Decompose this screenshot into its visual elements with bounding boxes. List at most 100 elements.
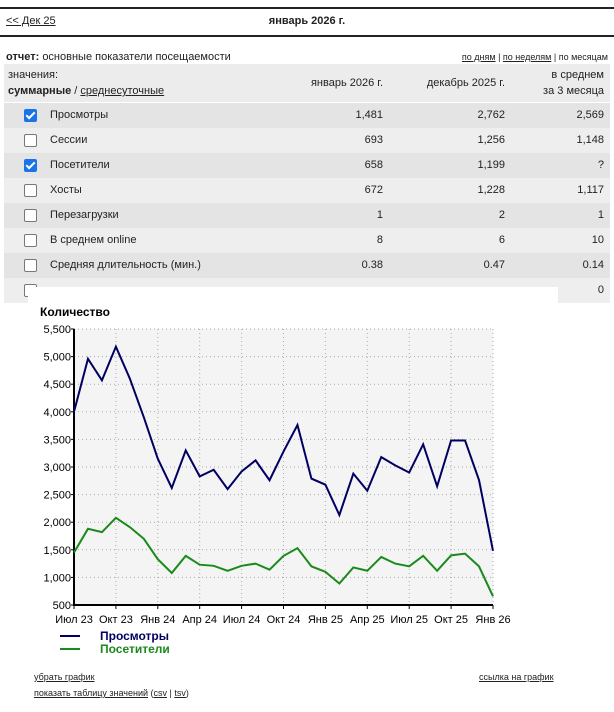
value-avg: 0.14 bbox=[582, 259, 604, 271]
value-jan: 1 bbox=[376, 209, 383, 221]
value-dec: 1,228 bbox=[477, 184, 505, 196]
table-row: Хосты 672 1,228 1,117 bbox=[4, 178, 610, 203]
x-tick-label: Янв 24 bbox=[140, 614, 175, 626]
y-tick-label: 500 bbox=[53, 600, 71, 612]
metric-label: В среднем online bbox=[50, 234, 137, 246]
value-avg: 2,569 bbox=[576, 109, 604, 121]
legend-label: Посетители bbox=[100, 642, 170, 656]
metric-label: Хосты bbox=[50, 184, 82, 196]
x-tick-label: Окт 24 bbox=[267, 614, 301, 626]
y-tick-label: 4,000 bbox=[43, 407, 71, 419]
metric-checkbox[interactable] bbox=[24, 259, 37, 272]
x-tick-label: Янв 26 bbox=[475, 614, 510, 626]
value-avg: ? bbox=[597, 159, 604, 171]
col-jan-2026: январь 2026 г. bbox=[310, 77, 383, 89]
mode-total: суммарные bbox=[8, 85, 72, 97]
x-tick-label: Апр 25 bbox=[350, 614, 385, 626]
value-jan: 1,481 bbox=[355, 109, 383, 121]
y-tick-label: 5,500 bbox=[43, 324, 71, 336]
report-label: отчет: bbox=[6, 51, 40, 63]
period-links: по дням | по неделям | по месяцам bbox=[461, 52, 608, 62]
value-jan: 672 bbox=[364, 184, 383, 196]
metrics-table: Просмотры 1,481 2,762 2,569 Сессии 693 1… bbox=[4, 103, 610, 303]
table-row: Просмотры 1,481 2,762 2,569 bbox=[4, 103, 610, 128]
table-row: Средняя длительность (мин.) 0.38 0.47 0.… bbox=[4, 253, 610, 278]
value-dec: 2,762 bbox=[477, 109, 505, 121]
metric-checkbox[interactable] bbox=[24, 209, 37, 222]
value-dec: 1,199 bbox=[477, 159, 505, 171]
value-dec: 2 bbox=[498, 209, 505, 221]
x-tick-label: Янв 25 bbox=[308, 614, 343, 626]
report-title: отчет: основные показатели посещаемости bbox=[6, 51, 231, 63]
y-tick-label: 4,500 bbox=[43, 379, 71, 391]
value-avg: 1,117 bbox=[577, 184, 604, 196]
divider bbox=[0, 35, 614, 37]
values-label: значения: bbox=[8, 69, 59, 81]
legend-label: Просмотры bbox=[100, 629, 169, 643]
current-month: январь 2026 г. bbox=[268, 15, 346, 27]
y-tick-label: 1,500 bbox=[43, 545, 71, 557]
value-dec: 0.47 bbox=[483, 259, 505, 271]
y-tick-label: 2,000 bbox=[43, 517, 71, 529]
table-row: В среднем online 8 6 10 bbox=[4, 228, 610, 253]
x-tick-label: Июл 24 bbox=[223, 614, 261, 626]
metric-label: Посетители bbox=[50, 159, 110, 171]
col-avg-3m: в среднем за 3 месяца bbox=[543, 67, 604, 99]
csv-link[interactable]: csv bbox=[153, 688, 168, 698]
period-weeks-link[interactable]: по неделям bbox=[502, 52, 552, 62]
col-avg-line2: за 3 месяца bbox=[543, 85, 604, 97]
table-header: значения: суммарные / среднесуточные янв… bbox=[4, 64, 610, 102]
metric-checkbox[interactable] bbox=[24, 109, 37, 122]
metric-label: Перезагрузки bbox=[50, 209, 119, 221]
x-tick-label: Окт 25 bbox=[434, 614, 468, 626]
mode-separator: / bbox=[71, 85, 81, 97]
y-tick-label: 1,000 bbox=[43, 572, 71, 584]
value-avg: 10 bbox=[591, 234, 604, 246]
chart-link[interactable]: ссылка на график bbox=[479, 672, 554, 682]
show-table-link[interactable]: показать таблицу значений bbox=[34, 688, 148, 698]
period-months-current: по месяцам bbox=[558, 52, 608, 62]
tsv-link[interactable]: tsv bbox=[174, 688, 186, 698]
metric-checkbox[interactable] bbox=[24, 184, 37, 197]
table-row: Перезагрузки 1 2 1 bbox=[4, 203, 610, 228]
value-avg: 1,148 bbox=[576, 134, 604, 146]
divider bbox=[0, 7, 614, 9]
value-jan: 658 bbox=[364, 159, 383, 171]
y-tick-label: 2,500 bbox=[43, 490, 71, 502]
metric-label: Просмотры bbox=[50, 109, 109, 121]
prev-month-link[interactable]: << Дек 25 bbox=[6, 15, 56, 27]
x-tick-label: Июл 25 bbox=[390, 614, 428, 626]
plot-area bbox=[74, 329, 493, 605]
x-tick-label: Окт 23 bbox=[99, 614, 133, 626]
metric-checkbox[interactable] bbox=[24, 134, 37, 147]
value-jan: 693 bbox=[364, 134, 383, 146]
metric-checkbox[interactable] bbox=[24, 159, 37, 172]
y-tick-label: 5,000 bbox=[43, 352, 71, 364]
period-days-link[interactable]: по дням bbox=[461, 52, 496, 62]
table-row: Посетители 658 1,199 ? bbox=[4, 153, 610, 178]
x-tick-label: Июл 23 bbox=[55, 614, 93, 626]
report-name: основные показатели посещаемости bbox=[42, 51, 231, 63]
value-avg: 0 bbox=[597, 284, 604, 296]
line-chart: Количество 500 1,000 1,500 2,000 2,500 3,000 3,… bbox=[40, 305, 511, 656]
value-dec: 6 bbox=[498, 234, 505, 246]
metric-checkbox[interactable] bbox=[24, 234, 37, 247]
metric-label: Сессии bbox=[50, 134, 88, 146]
paren: ) bbox=[185, 688, 189, 698]
chart-title: Количество bbox=[40, 305, 110, 319]
remove-chart-link[interactable]: убрать график bbox=[34, 672, 95, 682]
col-avg-line1: в среднем bbox=[551, 69, 604, 81]
paren: ( bbox=[148, 688, 154, 698]
value-avg: 1 bbox=[597, 209, 604, 221]
y-tick-label: 3,000 bbox=[43, 462, 71, 474]
value-jan: 0.38 bbox=[361, 259, 383, 271]
col-dec-2025: декабрь 2025 г. bbox=[426, 77, 505, 89]
value-dec: 1,256 bbox=[477, 134, 505, 146]
table-row: Сессии 693 1,256 1,148 bbox=[4, 128, 610, 153]
value-jan: 8 bbox=[376, 234, 383, 246]
y-tick-label: 3,500 bbox=[43, 434, 71, 446]
mode-daily-link[interactable]: среднесуточные bbox=[80, 85, 165, 97]
x-tick-label: Апр 24 bbox=[182, 614, 217, 626]
sep: | bbox=[167, 688, 175, 698]
metric-label: Средняя длительность (мин.) bbox=[50, 259, 201, 271]
